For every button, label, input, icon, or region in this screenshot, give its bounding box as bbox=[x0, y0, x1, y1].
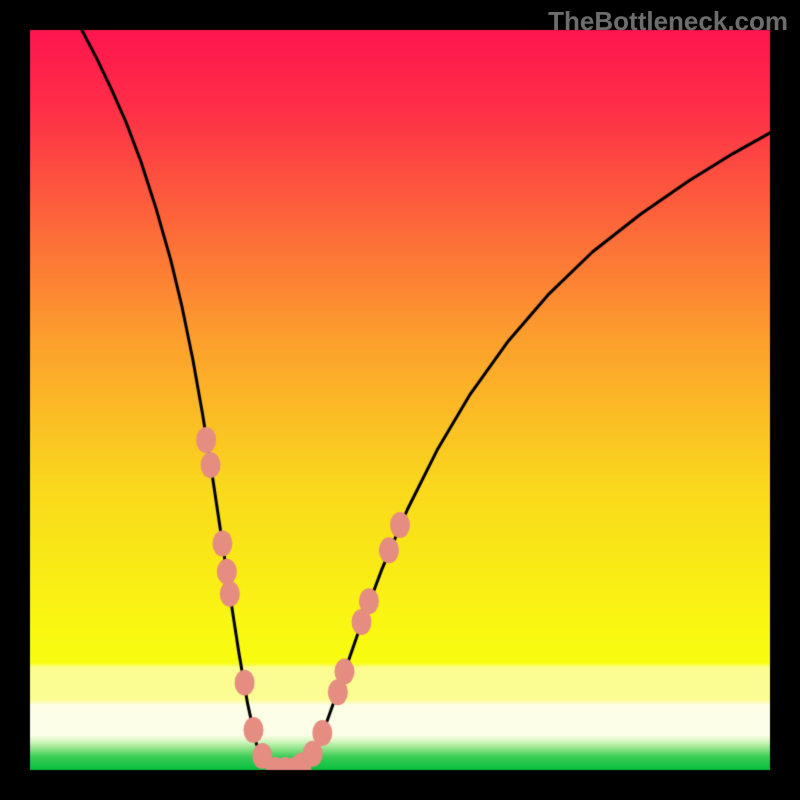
chart-root: TheBottleneck.com bbox=[0, 0, 800, 800]
bottleneck-chart-canvas bbox=[0, 0, 800, 800]
watermark-text: TheBottleneck.com bbox=[548, 6, 788, 37]
